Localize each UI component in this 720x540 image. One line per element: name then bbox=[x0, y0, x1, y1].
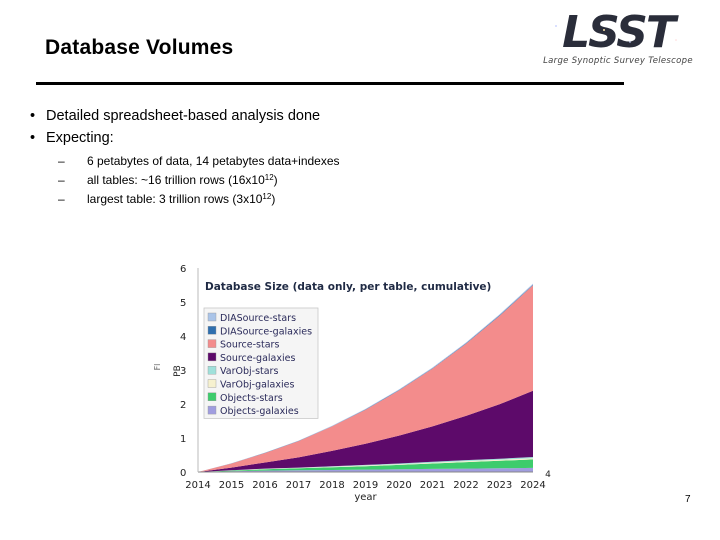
legend-swatch bbox=[207, 379, 217, 388]
area-varobj-galaxies bbox=[198, 458, 533, 472]
legend-entry: Objects-galaxies bbox=[220, 406, 299, 417]
legend-entry: VarObj-galaxies bbox=[220, 380, 294, 391]
legend-entry: DIASource-galaxies bbox=[220, 326, 312, 337]
legend-swatch bbox=[207, 339, 217, 348]
x-tick-label: 2020 bbox=[386, 480, 411, 491]
legend-swatch bbox=[207, 365, 217, 375]
sub-bullet-item: – 6 petabytes of data, 14 petabytes data… bbox=[58, 153, 340, 172]
y-tick-label: 1 bbox=[180, 434, 186, 445]
sub-bullet-marker: – bbox=[58, 192, 65, 206]
x-tick-label: 2014 bbox=[185, 480, 210, 491]
x-tick-label: 2023 bbox=[487, 480, 512, 491]
x-tick-label: 2021 bbox=[420, 480, 445, 491]
legend-swatch bbox=[207, 312, 217, 322]
legend-swatch bbox=[207, 392, 217, 402]
x-axis-label: year bbox=[354, 492, 377, 503]
right-edge-label: 4 bbox=[545, 470, 551, 480]
legend-entry: DIASource-stars bbox=[220, 313, 296, 324]
logo-wordmark: LSST bbox=[562, 7, 676, 58]
legend-swatch bbox=[207, 326, 217, 335]
y-tick-label: 5 bbox=[180, 298, 186, 309]
y-tick-label: 4 bbox=[180, 332, 186, 343]
sub-bullet-text-end: ) bbox=[271, 192, 276, 206]
x-tick-label: 2015 bbox=[219, 480, 244, 491]
y-tick-label: 0 bbox=[180, 468, 186, 479]
bullet-text: Expecting: bbox=[46, 130, 114, 146]
x-tick-label: 2018 bbox=[319, 480, 344, 491]
database-size-chart: 0 1 2 3 4 5 6 2014 2015 2016 2017 2018 2019 2020 2021 2… bbox=[153, 264, 551, 503]
title-divider bbox=[36, 82, 624, 85]
y-axis-label: PB bbox=[173, 365, 183, 377]
legend-swatch bbox=[207, 405, 217, 415]
chart-title: Database Size (data only, per table, cum… bbox=[205, 281, 491, 293]
area-source-stars bbox=[198, 285, 533, 472]
legend-swatch bbox=[207, 352, 217, 362]
area-varobj-stars bbox=[198, 457, 533, 472]
legend-entry: Source-galaxies bbox=[220, 353, 295, 364]
y-axis-unit-fragment: Fl bbox=[153, 364, 162, 371]
legend-box bbox=[203, 307, 319, 419]
sub-bullet-exponent: 12 bbox=[264, 173, 274, 182]
x-tick-label: 2022 bbox=[453, 480, 478, 491]
logo-subtitle: Large Synoptic Survey Telescope bbox=[543, 56, 693, 66]
y-tick-label: 6 bbox=[180, 264, 186, 275]
sub-bullet-list: – 6 petabytes of data, 14 petabytes data… bbox=[58, 153, 340, 210]
bullet-marker: • bbox=[30, 108, 36, 124]
sub-bullet-text: largest table: 3 trillion rows (3x10 bbox=[87, 192, 263, 206]
x-tick-label: 2024 bbox=[520, 480, 545, 491]
sub-bullet-text: all tables: ~16 trillion rows (16x10 bbox=[87, 173, 265, 187]
sub-bullet-item: – largest table: 3 trillion rows (3x1012… bbox=[58, 191, 340, 210]
x-tick-label: 2017 bbox=[286, 480, 311, 491]
sub-bullet-text-end: ) bbox=[273, 173, 278, 187]
bullet-item: • Detailed spreadsheet-based analysis do… bbox=[28, 106, 320, 128]
legend-entry: Objects-stars bbox=[220, 393, 283, 404]
sub-bullet-marker: – bbox=[58, 173, 65, 187]
sub-bullet-text: 6 petabytes of data, 14 petabytes data+i… bbox=[87, 154, 340, 168]
bullet-text: Detailed spreadsheet-based analysis done bbox=[46, 108, 321, 124]
lsst-logo: LSST Large Synoptic Survey Telescope bbox=[536, 10, 700, 72]
y-tick-label: 2 bbox=[180, 400, 186, 411]
x-tick-label: 2016 bbox=[252, 480, 277, 491]
y-tick-label: 3 bbox=[180, 366, 186, 377]
page-number: 7 bbox=[685, 494, 691, 505]
area-source-galaxies bbox=[198, 390, 533, 472]
sub-bullet-marker: – bbox=[58, 154, 65, 168]
legend-entry: VarObj-stars bbox=[220, 366, 278, 377]
area-objects-galaxies bbox=[198, 467, 533, 472]
sub-bullet-exponent: 12 bbox=[262, 192, 272, 201]
x-tick-label: 2019 bbox=[353, 480, 378, 491]
legend-entry: Source-stars bbox=[220, 340, 279, 351]
bullet-marker: • bbox=[30, 130, 36, 146]
area-objects-stars bbox=[198, 459, 533, 472]
bullet-list: • Detailed spreadsheet-based analysis do… bbox=[28, 106, 320, 150]
sub-bullet-item: – all tables: ~16 trillion rows (16x1012… bbox=[58, 172, 340, 191]
bullet-item: • Expecting: bbox=[28, 128, 320, 150]
slide-title: Database Volumes bbox=[45, 36, 234, 59]
